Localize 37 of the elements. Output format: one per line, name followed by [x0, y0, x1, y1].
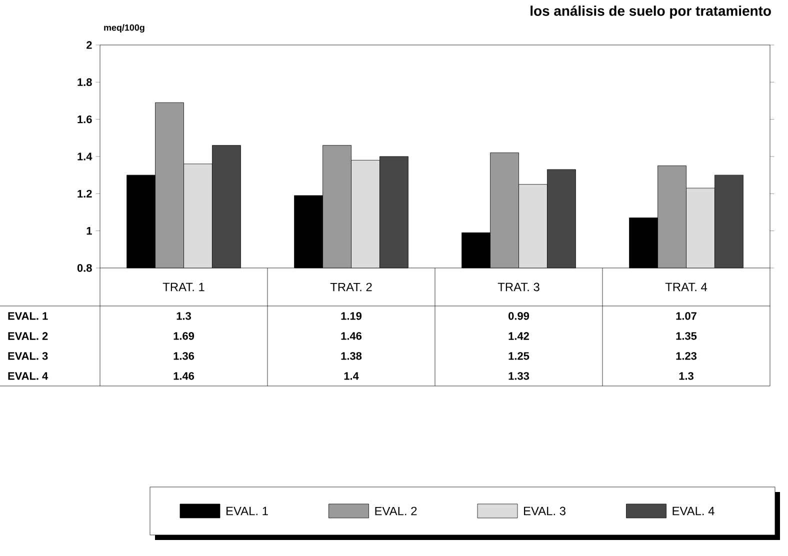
data-label: 1.42: [508, 332, 529, 340]
data-label: 1.4: [344, 372, 359, 380]
y-axis-title: meq/100g: [104, 24, 144, 33]
data-label: 1.3: [679, 372, 694, 380]
data-label: 1.36: [174, 352, 194, 360]
legend-label: EVAL. 2: [375, 506, 417, 516]
data-label: 1.25: [508, 352, 530, 360]
y-tick-label: 2: [86, 41, 92, 49]
chart-title: los análisis de suelo por tratamiento: [530, 6, 771, 19]
y-tick-label: 1.4: [78, 152, 92, 160]
y-tick-label: 1.8: [78, 78, 92, 86]
legend-label: EVAL. 4: [672, 506, 714, 516]
data-label: 1.46: [341, 332, 362, 340]
data-label: 1.3: [176, 312, 191, 320]
x-tick-label: TRAT. 2: [330, 282, 372, 292]
y-tick-label: 1.6: [78, 115, 92, 124]
text: EVAL. 3: [8, 352, 48, 360]
data-label: 1.35: [676, 332, 697, 340]
text: EVAL. 2: [8, 332, 48, 340]
text: EVAL. 4: [8, 372, 48, 380]
data-label: 1.23: [676, 352, 697, 360]
y-tick-label: 0.8: [77, 264, 92, 272]
x-tick-label: TRAT. 3: [498, 282, 540, 292]
x-tick-label: TRAT. 4: [665, 282, 708, 292]
y-tick-label: 1.2: [78, 190, 92, 198]
data-label: 1.07: [676, 312, 696, 320]
data-label: 0.99: [508, 312, 530, 320]
data-label: 1.38: [341, 352, 362, 360]
text: EVAL. 1: [8, 312, 48, 320]
data-label: 1.19: [341, 312, 362, 320]
data-label: 1.33: [508, 372, 530, 380]
x-tick-label: TRAT. 1: [162, 282, 204, 292]
data-label: 1.69: [174, 332, 194, 340]
data-label: 1.46: [174, 372, 194, 380]
legend-label: EVAL. 1: [226, 506, 268, 516]
legend-label: EVAL. 3: [524, 506, 566, 516]
y-tick-label: 1: [86, 227, 92, 235]
